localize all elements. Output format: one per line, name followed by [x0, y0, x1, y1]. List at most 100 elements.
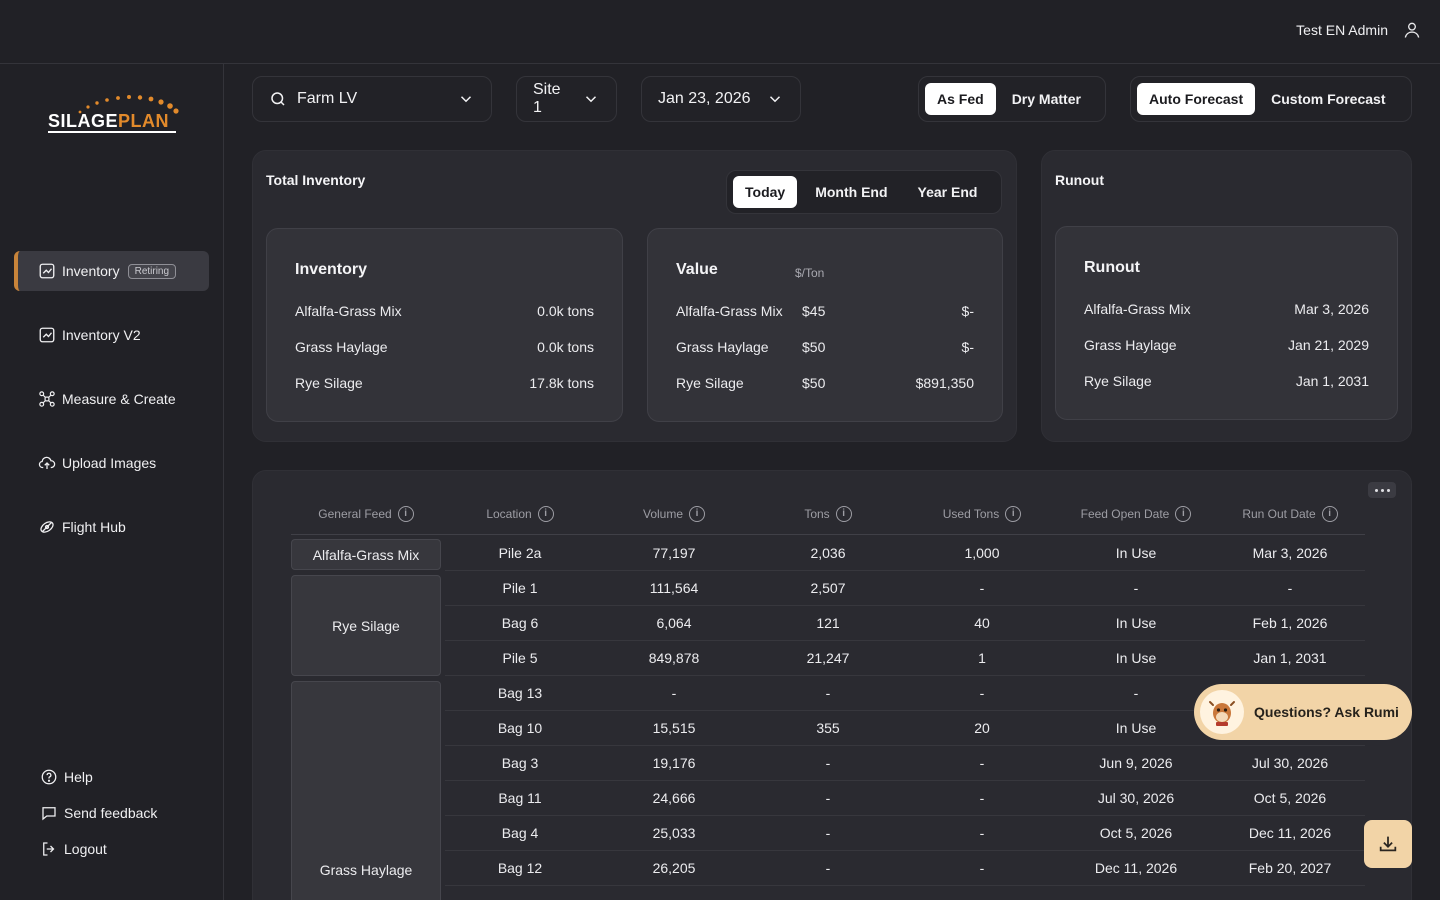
feed-group-cell: Grass Haylage [291, 681, 441, 900]
sidebar-item-label: Inventory V2 [62, 327, 141, 343]
runout-card: Runout Alfalfa-Grass Mix Mar 3, 2026 Gras… [1055, 226, 1398, 420]
help-link[interactable]: Help [40, 768, 93, 786]
column-header[interactable]: General Feed i [291, 505, 441, 523]
logo-wordmark: SILAGEPLAN [48, 111, 170, 131]
total-inventory-title: Total Inventory [266, 172, 366, 188]
table-cell: Feb 1, 2026 [1252, 615, 1328, 631]
feed-group-cell: Rye Silage [291, 575, 441, 676]
inventory-row: Grass Haylage 0.0k tons [295, 339, 594, 355]
table-cell: Bag 10 [497, 720, 543, 736]
table-cell: - [825, 825, 831, 841]
table-cell: In Use [1115, 615, 1157, 631]
price-unit-label: $/Ton [795, 266, 825, 280]
column-header[interactable]: Run Out Date i [1215, 505, 1365, 523]
table-cell: Jul 30, 2026 [1251, 755, 1329, 771]
download-button[interactable] [1364, 820, 1412, 868]
column-header[interactable]: Used Tons i [907, 505, 1057, 523]
table-cell: 25,033 [652, 825, 696, 841]
table-cell: Oct 5, 2026 [1253, 790, 1327, 806]
table-cell: In Use [1115, 650, 1157, 666]
chevron-down-icon [585, 96, 597, 103]
column-header[interactable]: Feed Open Date i [1061, 505, 1211, 523]
info-icon[interactable]: i [835, 506, 852, 522]
ask-rumi-label: Questions? Ask Rumi [1254, 704, 1399, 720]
table-cell: 26,205 [652, 860, 696, 876]
row-divider [445, 570, 1365, 571]
info-icon[interactable]: i [1175, 506, 1192, 522]
cloud-upload-icon [38, 456, 56, 469]
info-icon[interactable]: i [1005, 506, 1022, 522]
top-bar: Test EN Admin [0, 0, 1440, 64]
dry-matter-option[interactable]: Dry Matter [1011, 91, 1081, 107]
header-divider [291, 534, 1365, 535]
as-fed-option[interactable]: As Fed [925, 83, 996, 115]
table-cell: - [979, 580, 985, 596]
chevron-down-icon [769, 96, 781, 103]
table-cell: Bag 3 [501, 755, 539, 771]
info-icon[interactable]: i [397, 506, 414, 522]
sidebar-item-measure-create[interactable]: Measure & Create [14, 379, 209, 419]
table-cell: 1,000 [964, 545, 1000, 561]
table-cell: Bag 6 [501, 615, 539, 631]
send-feedback-link[interactable]: Send feedback [40, 804, 157, 822]
logout-link[interactable]: Logout [40, 840, 107, 858]
ask-rumi-button[interactable]: Questions? Ask Rumi [1194, 684, 1412, 740]
table-cell: Mar 3, 2026 [1252, 545, 1328, 561]
date-select[interactable]: Jan 23, 2026 [641, 76, 801, 122]
user-menu[interactable]: Test EN Admin [1296, 20, 1422, 40]
table-cell: Oct 5, 2026 [1099, 825, 1173, 841]
info-icon[interactable]: i [1321, 506, 1338, 522]
custom-forecast-option[interactable]: Custom Forecast [1271, 91, 1386, 107]
table-cell: Jun 9, 2026 [1099, 755, 1173, 771]
today-option[interactable]: Today [733, 176, 798, 208]
runout-row: Grass Haylage Jan 21, 2029 [1084, 337, 1369, 353]
table-cell: Jul 30, 2026 [1097, 790, 1175, 806]
sidebar-item-flight-hub[interactable]: Flight Hub [14, 507, 209, 547]
sidebar: SILAGEPLAN Inventory Retiring Inventory … [0, 64, 224, 900]
table-cell: 19,176 [652, 755, 696, 771]
auto-forecast-option[interactable]: Auto Forecast [1137, 83, 1256, 115]
row-divider [445, 605, 1365, 606]
table-cell: - [825, 755, 831, 771]
user-name: Test EN Admin [1296, 22, 1388, 38]
feedback-icon [42, 807, 56, 821]
site-select[interactable]: Site 1 [516, 76, 617, 122]
info-icon[interactable]: i [689, 506, 706, 522]
farm-select[interactable]: Farm LV [252, 76, 492, 122]
runout-card-title: Runout [1084, 259, 1140, 276]
year-end-option[interactable]: Year End [917, 184, 978, 200]
feedback-label: Send feedback [64, 805, 158, 821]
runout-row: Alfalfa-Grass Mix Mar 3, 2026 [1084, 301, 1369, 317]
rumi-avatar-icon [1200, 690, 1244, 734]
search-icon [271, 92, 285, 106]
value-card-title: Value [676, 261, 718, 278]
table-cell: 20 [974, 720, 990, 736]
table-cell: Dec 11, 2026 [1094, 860, 1178, 876]
period-toggle: Today Month End Year End [726, 170, 1002, 214]
chart-icon [39, 263, 55, 279]
column-header[interactable]: Location i [445, 505, 595, 523]
table-cell: - [1133, 580, 1139, 596]
runout-row: Rye Silage Jan 1, 2031 [1084, 373, 1369, 389]
sidebar-item-inventory[interactable]: Inventory Retiring [14, 251, 209, 291]
row-divider [445, 675, 1365, 676]
column-header[interactable]: Tons i [753, 505, 903, 523]
month-end-option[interactable]: Month End [815, 184, 888, 200]
sidebar-item-label: Flight Hub [62, 519, 126, 535]
silageplan-logo[interactable]: SILAGEPLAN [46, 94, 181, 134]
table-cell: Pile 5 [502, 650, 538, 666]
table-cell: 355 [816, 720, 840, 736]
runout-panel-title: Runout [1055, 172, 1104, 188]
table-cell: Bag 4 [501, 825, 539, 841]
logout-label: Logout [64, 841, 107, 857]
sidebar-item-upload-images[interactable]: Upload Images [14, 443, 209, 483]
row-divider [445, 850, 1365, 851]
more-options-button[interactable] [1368, 482, 1396, 498]
info-icon[interactable]: i [537, 506, 554, 522]
table-cell: 21,247 [806, 650, 850, 666]
user-icon[interactable] [1402, 20, 1422, 40]
farm-value: Farm LV [297, 90, 358, 107]
sidebar-item-inventory-v2[interactable]: Inventory V2 [14, 315, 209, 355]
column-header[interactable]: Volume i [599, 505, 749, 523]
table-cell: Bag 12 [497, 860, 543, 876]
